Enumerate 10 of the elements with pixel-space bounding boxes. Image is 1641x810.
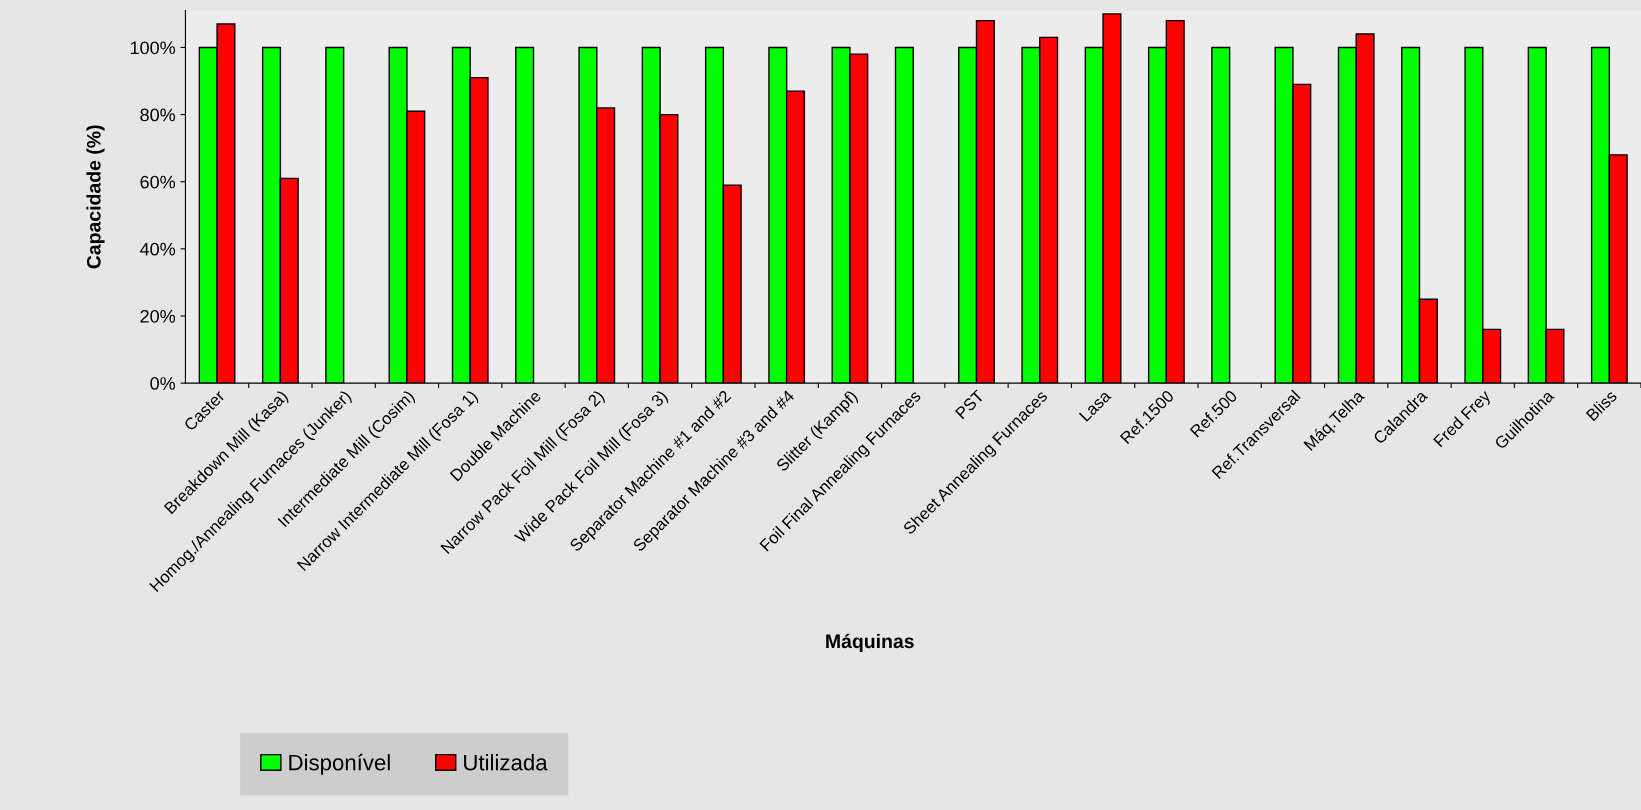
y-tick-label: 100% [130,41,176,55]
y-tick-label: 80% [140,108,176,122]
y-tick-label: 0% [150,377,176,390]
y-tick-label: 40% [139,242,176,256]
y-tick-label: 60% [140,175,176,189]
y-axis-title: Capacidade (%) [86,125,105,269]
x-axis-title: Máquinas [826,633,914,653]
legend-label: Disponível [289,753,390,775]
legend-label: Utilizada [464,754,548,771]
y-tick-label: 20% [140,309,176,323]
